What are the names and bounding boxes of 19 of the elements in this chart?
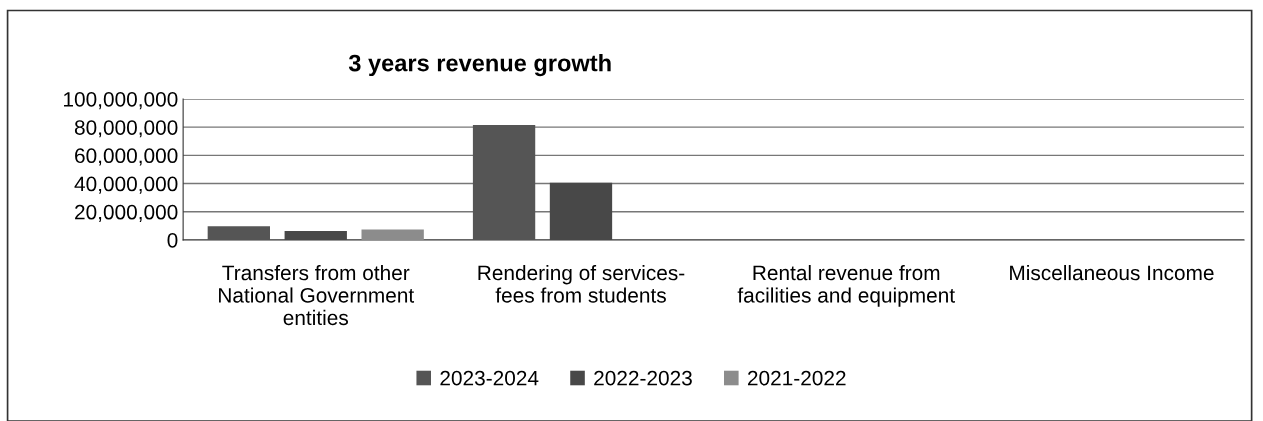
legend-label: 2021-2022 bbox=[747, 370, 846, 386]
y-tick-label: 100,000,000 bbox=[64, 91, 178, 110]
x-tick-label: Rental revenue from facilities and equipment bbox=[737, 264, 955, 307]
y-tick-label: 0 bbox=[167, 232, 178, 248]
chart-title: 3 years revenue growth bbox=[348, 54, 611, 77]
bar bbox=[284, 230, 347, 240]
bar bbox=[549, 182, 613, 240]
bar bbox=[472, 125, 536, 240]
y-tick-label: 20,000,000 bbox=[75, 204, 178, 222]
y-tick-label: 40,000,000 bbox=[74, 176, 178, 194]
x-tick-label: Transfers from other National Government entities bbox=[219, 264, 415, 326]
legend-label: 2022-2023 bbox=[594, 370, 692, 386]
bar bbox=[361, 229, 424, 240]
y-tick-label: 80,000,000 bbox=[74, 120, 178, 138]
x-tick-label: Miscellaneous Income bbox=[1010, 264, 1214, 281]
x-tick-label: Rendering of services- fees from students bbox=[478, 264, 685, 303]
y-tick-label: 60,000,000 bbox=[75, 148, 178, 166]
bar bbox=[207, 226, 270, 240]
legend-label: 2023-2024 bbox=[440, 370, 539, 386]
